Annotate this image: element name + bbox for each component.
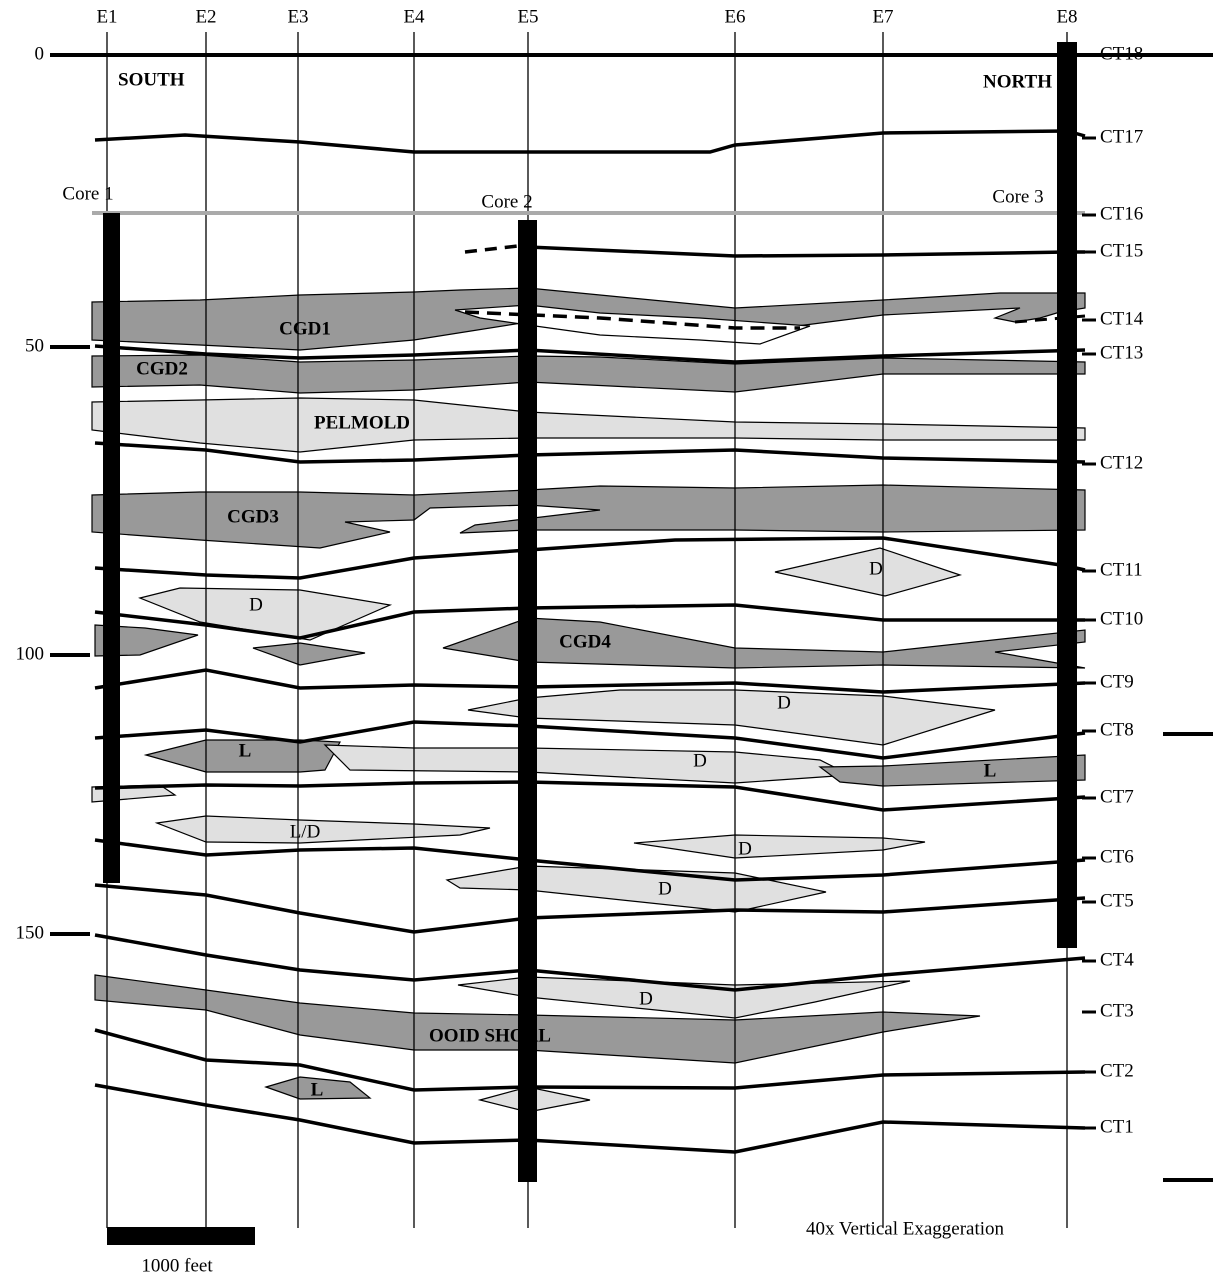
well-label: E5	[517, 6, 538, 27]
rock-unit	[457, 976, 911, 1019]
cycle-boundary	[94, 129, 1086, 154]
rock-unit	[91, 354, 1086, 394]
cycle-boundary	[94, 883, 1086, 934]
rock-unit	[252, 642, 366, 666]
core-label: Core 3	[992, 186, 1043, 207]
unit-label: CGD1	[279, 318, 331, 339]
cycle-label: CT15	[1100, 240, 1143, 261]
cycle-boundary	[94, 933, 1086, 992]
cycle-label: CT12	[1100, 452, 1143, 473]
rock-unit	[633, 834, 926, 859]
direction-label: SOUTH	[118, 69, 185, 90]
unit-label: D	[658, 878, 672, 899]
cycle-label: CT16	[1100, 203, 1143, 224]
rock-unit	[91, 397, 1086, 453]
well-label: E7	[872, 6, 893, 27]
well-label: E3	[287, 6, 308, 27]
cycle-boundary	[94, 1028, 1086, 1092]
unit-label: D	[693, 750, 707, 771]
rock-unit	[154, 815, 491, 844]
unit-label: D	[249, 594, 263, 615]
cycle-boundary	[94, 780, 1086, 812]
cycle-boundary	[464, 244, 519, 254]
cycle-label: CT18	[1100, 43, 1143, 64]
unit-label: CGD2	[136, 358, 188, 379]
rock-unit	[138, 587, 393, 641]
cycle-label: CT4	[1100, 949, 1134, 970]
cycle-label: CT17	[1100, 126, 1143, 147]
cycle-boundary	[94, 344, 1086, 364]
rock-unit	[818, 754, 1086, 787]
cycle-boundary	[1014, 314, 1086, 324]
depth-label: 50	[25, 335, 44, 356]
depth-label: 0	[35, 43, 45, 64]
rock-unit	[442, 617, 1086, 669]
core	[103, 213, 120, 883]
unit-label: OOID SHOAL	[429, 1025, 551, 1046]
depth-label: 100	[16, 643, 45, 664]
core	[518, 220, 537, 1182]
cycle-boundary	[94, 603, 1085, 640]
cycle-label: CT5	[1100, 890, 1134, 911]
rock-unit	[467, 689, 996, 746]
well-label: E1	[96, 6, 117, 27]
scale-bar	[107, 1227, 255, 1245]
cycle-boundary	[94, 838, 1086, 882]
cycle-label: CT13	[1100, 342, 1143, 363]
cycle-boundary	[527, 245, 1085, 258]
unit-label: D	[777, 692, 791, 713]
cycle-boundary	[94, 441, 1086, 464]
rock-unit	[323, 744, 853, 784]
core-label: Core 2	[481, 191, 532, 212]
well-label: E2	[195, 6, 216, 27]
unit-label: CGD3	[227, 506, 279, 527]
unit-label: PELMOLD	[314, 412, 410, 433]
rock-unit	[264, 1076, 372, 1100]
well-label: E8	[1056, 6, 1077, 27]
cycle-label: CT8	[1100, 719, 1134, 740]
depth-label: 150	[16, 922, 45, 943]
cycle-label: CT1	[1100, 1116, 1134, 1137]
cycle-label: CT9	[1100, 671, 1134, 692]
cycle-label: CT2	[1100, 1060, 1134, 1081]
core-label: Core 1	[62, 183, 113, 204]
unit-label: L	[984, 760, 997, 781]
cycle-label: CT14	[1100, 308, 1144, 329]
unit-label: D	[869, 558, 883, 579]
rock-unit	[774, 547, 963, 597]
unit-label: D	[639, 988, 653, 1009]
direction-label: NORTH	[983, 71, 1052, 92]
rock-unit	[143, 739, 341, 773]
scale-label: 1000 feet	[141, 1255, 213, 1276]
exaggeration-note: 40x Vertical Exaggeration	[806, 1218, 1005, 1239]
unit-label: L	[311, 1079, 324, 1100]
unit-label: D	[738, 838, 752, 859]
rock-unit	[94, 624, 199, 657]
well-label: E4	[403, 6, 425, 27]
cycle-label: CT10	[1100, 608, 1143, 629]
rock-unit	[94, 974, 981, 1064]
cycle-label: CT3	[1100, 1000, 1134, 1021]
cycle-label: CT11	[1100, 559, 1143, 580]
unit-label: CGD4	[559, 631, 611, 652]
unit-label: L/D	[290, 821, 321, 842]
rock-unit	[445, 865, 827, 913]
cycle-label: CT7	[1100, 786, 1134, 807]
unit-label: L	[239, 740, 252, 761]
cycle-label: CT6	[1100, 846, 1134, 867]
cycle-boundary	[94, 668, 1086, 694]
unit-label: D	[523, 1088, 537, 1109]
cycle-boundary	[94, 720, 1086, 760]
well-label: E6	[724, 6, 745, 27]
cycle-boundary	[94, 1083, 1086, 1154]
core	[1057, 42, 1077, 948]
